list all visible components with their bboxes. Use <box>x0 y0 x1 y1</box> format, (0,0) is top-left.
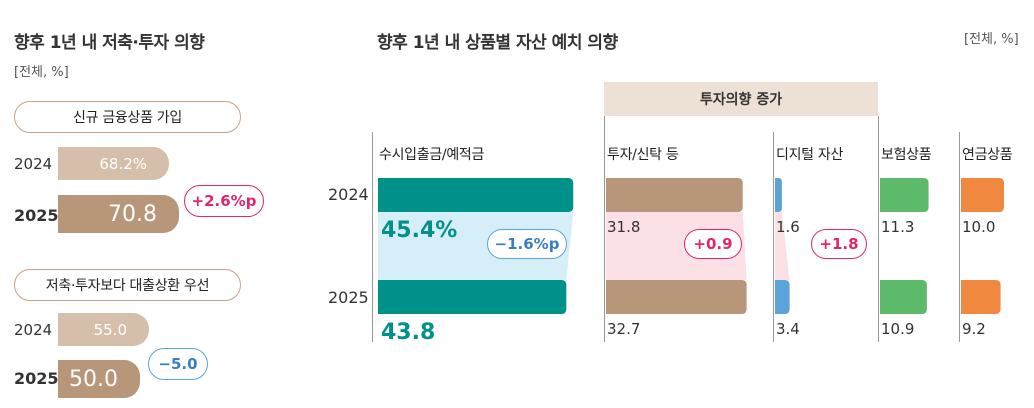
value-label-2025: 43.8 <box>381 320 436 345</box>
value-label-2025: 9.2 <box>962 320 986 338</box>
value-label-2024: 10.0 <box>962 218 996 236</box>
category-label: 수시입출금/예적금 <box>379 147 485 163</box>
group1-value-2025: 70.8 <box>108 201 157 227</box>
bar-2025 <box>378 280 567 314</box>
value-label-2024: 31.8 <box>607 218 641 236</box>
group2-year-2025: 2025 <box>14 369 59 388</box>
bar-2025 <box>961 280 1001 314</box>
group2-bar-2025: 50.0 <box>58 360 140 398</box>
right-year-2024: 2024 <box>328 185 369 204</box>
separator-3 <box>878 116 879 342</box>
separator-4 <box>959 132 960 342</box>
group1-bar-2025: 70.8 <box>58 195 179 233</box>
category-label: 투자/신탁 등 <box>607 147 679 163</box>
group1-diff-badge: +2.6%p <box>184 185 264 217</box>
bar-2025 <box>880 280 927 314</box>
group1-bar-2024: 68.2% <box>58 147 169 180</box>
change-badge: +1.8 <box>811 229 867 259</box>
value-label-2024: 45.4% <box>381 218 458 243</box>
left-title: 향후 1년 내 저축·투자 의향 <box>14 33 205 53</box>
right-unit: [전체, %] <box>964 32 1019 47</box>
group1-year-2024: 2024 <box>14 155 53 173</box>
group2-bar-2024: 55.0 <box>58 313 149 346</box>
right-year-2025: 2025 <box>328 288 369 307</box>
left-unit: [전체, %] <box>14 65 69 80</box>
bar-2024 <box>880 178 929 212</box>
separator-1 <box>604 116 605 342</box>
separator-2 <box>773 132 774 342</box>
category-label: 보험상품 <box>881 147 932 163</box>
group2-year-2024: 2024 <box>14 321 53 339</box>
group1-year-2025: 2025 <box>14 206 59 225</box>
group1-value-2024: 68.2% <box>99 154 147 173</box>
value-label-2024: 11.3 <box>881 218 915 236</box>
bar-2024 <box>606 178 743 212</box>
change-badge: −1.6%p <box>487 229 567 259</box>
group2-diff-badge: −5.0 <box>148 348 208 380</box>
bar-2024 <box>775 178 782 212</box>
value-label-2025: 3.4 <box>776 320 800 338</box>
value-label-2025: 10.9 <box>881 320 915 338</box>
bar-2024 <box>378 178 574 212</box>
group-header-invest-increase: 투자의향 증가 <box>604 82 878 116</box>
connector-band <box>775 212 790 280</box>
group-label-loan-repay: 저축·투자보다 대출상환 우선 <box>14 269 241 301</box>
value-label-2024: 1.6 <box>776 218 800 236</box>
group-label-new-product: 신규 금융상품 가입 <box>14 101 241 133</box>
category-label: 디지털 자산 <box>776 147 844 163</box>
right-title: 향후 1년 내 상품별 자산 예치 의향 <box>377 33 618 53</box>
bar-2024 <box>961 178 1004 212</box>
category-label: 연금상품 <box>962 147 1013 163</box>
separator-0 <box>372 132 373 342</box>
bar-2025 <box>775 280 790 314</box>
change-badge: +0.9 <box>684 229 742 259</box>
group2-value-2025: 50.0 <box>69 366 118 392</box>
group2-value-2024: 55.0 <box>93 320 127 339</box>
bar-2025 <box>606 280 747 314</box>
value-label-2025: 32.7 <box>607 320 641 338</box>
